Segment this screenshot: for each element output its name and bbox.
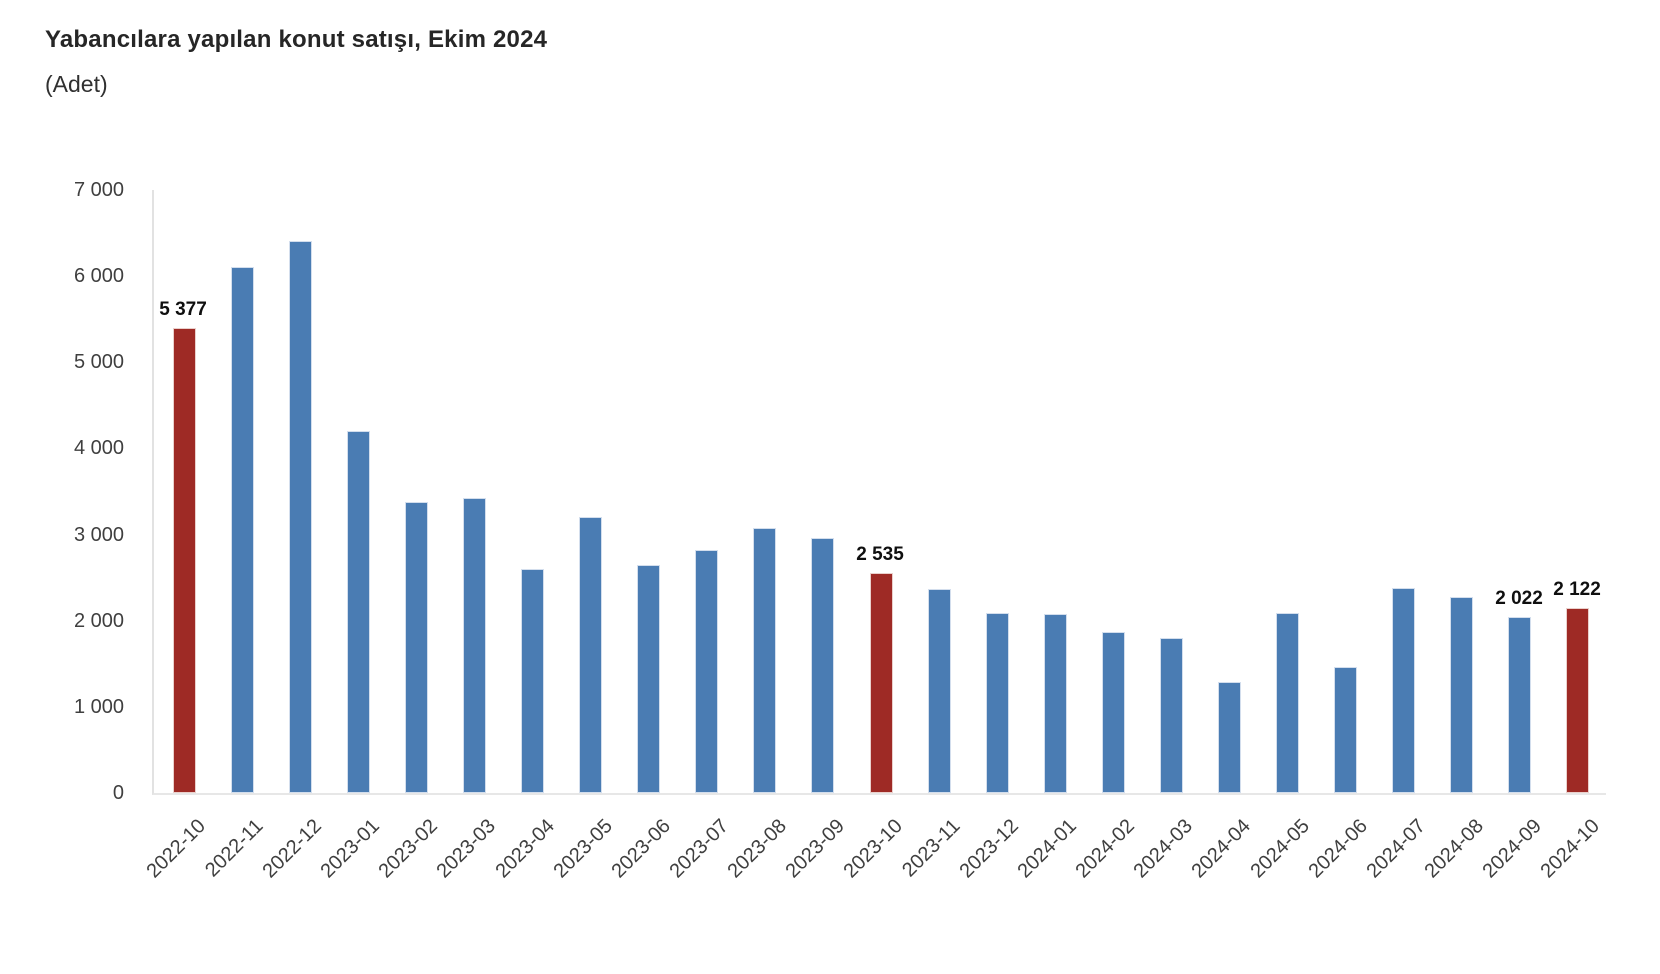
bar-2023-05[interactable]	[579, 517, 602, 793]
bar-2024-05[interactable]	[1276, 613, 1299, 793]
bar-2024-07[interactable]	[1392, 588, 1415, 793]
x-axis-tick-label-2023-04: 2023-04	[491, 815, 559, 883]
bar-2024-03[interactable]	[1160, 638, 1183, 793]
bar-highlighted-2022-10[interactable]	[173, 328, 196, 793]
x-axis-tick-label-2024-10: 2024-10	[1536, 815, 1604, 883]
x-axis-tick-label-2023-11: 2023-11	[898, 815, 965, 882]
bar-2023-01[interactable]	[347, 431, 370, 793]
plot-area: 5 377 2 535 2 022 2 122	[152, 190, 1606, 795]
bar-2023-03[interactable]	[463, 498, 486, 793]
bar-highlighted-2024-10[interactable]	[1566, 608, 1589, 793]
x-axis-tick-label-2023-02: 2023-02	[374, 815, 442, 883]
bar-2023-06[interactable]	[637, 565, 660, 793]
bar-2023-02[interactable]	[405, 502, 428, 793]
bar-value-label-2022-10: 5 377	[159, 299, 207, 320]
x-axis-tick-label-2023-03: 2023-03	[432, 815, 500, 883]
bar-2023-07[interactable]	[695, 550, 718, 793]
bar-2023-11[interactable]	[928, 589, 951, 793]
y-axis-tick-label: 4 000	[73, 437, 124, 460]
x-axis-tick-label-2023-06: 2023-06	[607, 815, 675, 883]
bar-2023-04[interactable]	[521, 569, 544, 793]
bar-2023-08[interactable]	[753, 528, 776, 793]
y-axis-tick-label: 5 000	[73, 351, 124, 374]
bar-2024-06[interactable]	[1334, 667, 1357, 793]
bar-2022-11[interactable]	[231, 267, 254, 793]
bar-2023-12[interactable]	[986, 613, 1009, 793]
bar-2024-01[interactable]	[1044, 614, 1067, 793]
x-axis-tick-label-2024-04: 2024-04	[1187, 815, 1255, 883]
x-axis-tick-label-2024-06: 2024-06	[1304, 815, 1372, 883]
bar-2024-09[interactable]	[1508, 617, 1531, 793]
y-axis-tick-label: 1 000	[73, 695, 124, 718]
x-axis-tick-label-2022-11: 2022-11	[201, 815, 268, 882]
bar-value-label-2024-10: 2 122	[1553, 579, 1601, 600]
x-axis-tick-label-2024-07: 2024-07	[1362, 815, 1430, 883]
x-axis-tick-label-2024-01: 2024-01	[1013, 815, 1081, 883]
x-axis-tick-label-2024-02: 2024-02	[1071, 815, 1139, 883]
bar-highlighted-2023-10[interactable]	[870, 573, 893, 793]
x-axis-tick-label-2023-10: 2023-10	[839, 815, 907, 883]
x-axis-tick-label-2024-08: 2024-08	[1420, 815, 1488, 883]
y-axis-tick-label: 7 000	[73, 179, 124, 201]
bar-value-label-2024-09: 2 022	[1495, 588, 1543, 609]
x-axis-tick-label-2023-09: 2023-09	[781, 815, 849, 883]
chart-title: Yabancılara yapılan konut satışı, Ekim 2…	[45, 26, 548, 53]
x-axis-tick-label-2024-05: 2024-05	[1246, 815, 1314, 883]
bar-2024-08[interactable]	[1450, 597, 1473, 793]
bar-2023-09[interactable]	[811, 538, 834, 793]
y-axis-tick-label: 2 000	[73, 609, 124, 632]
bar-2024-04[interactable]	[1218, 682, 1241, 793]
x-axis-tick-label-2022-10: 2022-10	[142, 815, 210, 883]
y-axis-tick-label: 3 000	[73, 523, 124, 546]
x-axis-tick-label-2023-01: 2023-01	[316, 815, 384, 883]
x-axis-tick-label-2024-09: 2024-09	[1478, 815, 1546, 883]
y-axis-tick-label: 6 000	[73, 265, 124, 288]
bar-2022-12[interactable]	[289, 241, 312, 793]
bar-2024-02[interactable]	[1102, 632, 1125, 793]
x-axis-tick-label-2023-12: 2023-12	[955, 815, 1023, 883]
x-axis-tick-label-2023-08: 2023-08	[723, 815, 791, 883]
bar-value-label-2023-10: 2 535	[856, 544, 904, 565]
x-axis-tick-label-2023-05: 2023-05	[549, 815, 617, 883]
y-axis-tick-label: 0	[112, 782, 124, 804]
x-axis-tick-label-2023-07: 2023-07	[665, 815, 733, 883]
x-axis-tick-label-2024-03: 2024-03	[1129, 815, 1197, 883]
chart-subtitle: (Adet)	[45, 71, 108, 97]
x-axis-tick-label-2022-12: 2022-12	[258, 815, 326, 883]
